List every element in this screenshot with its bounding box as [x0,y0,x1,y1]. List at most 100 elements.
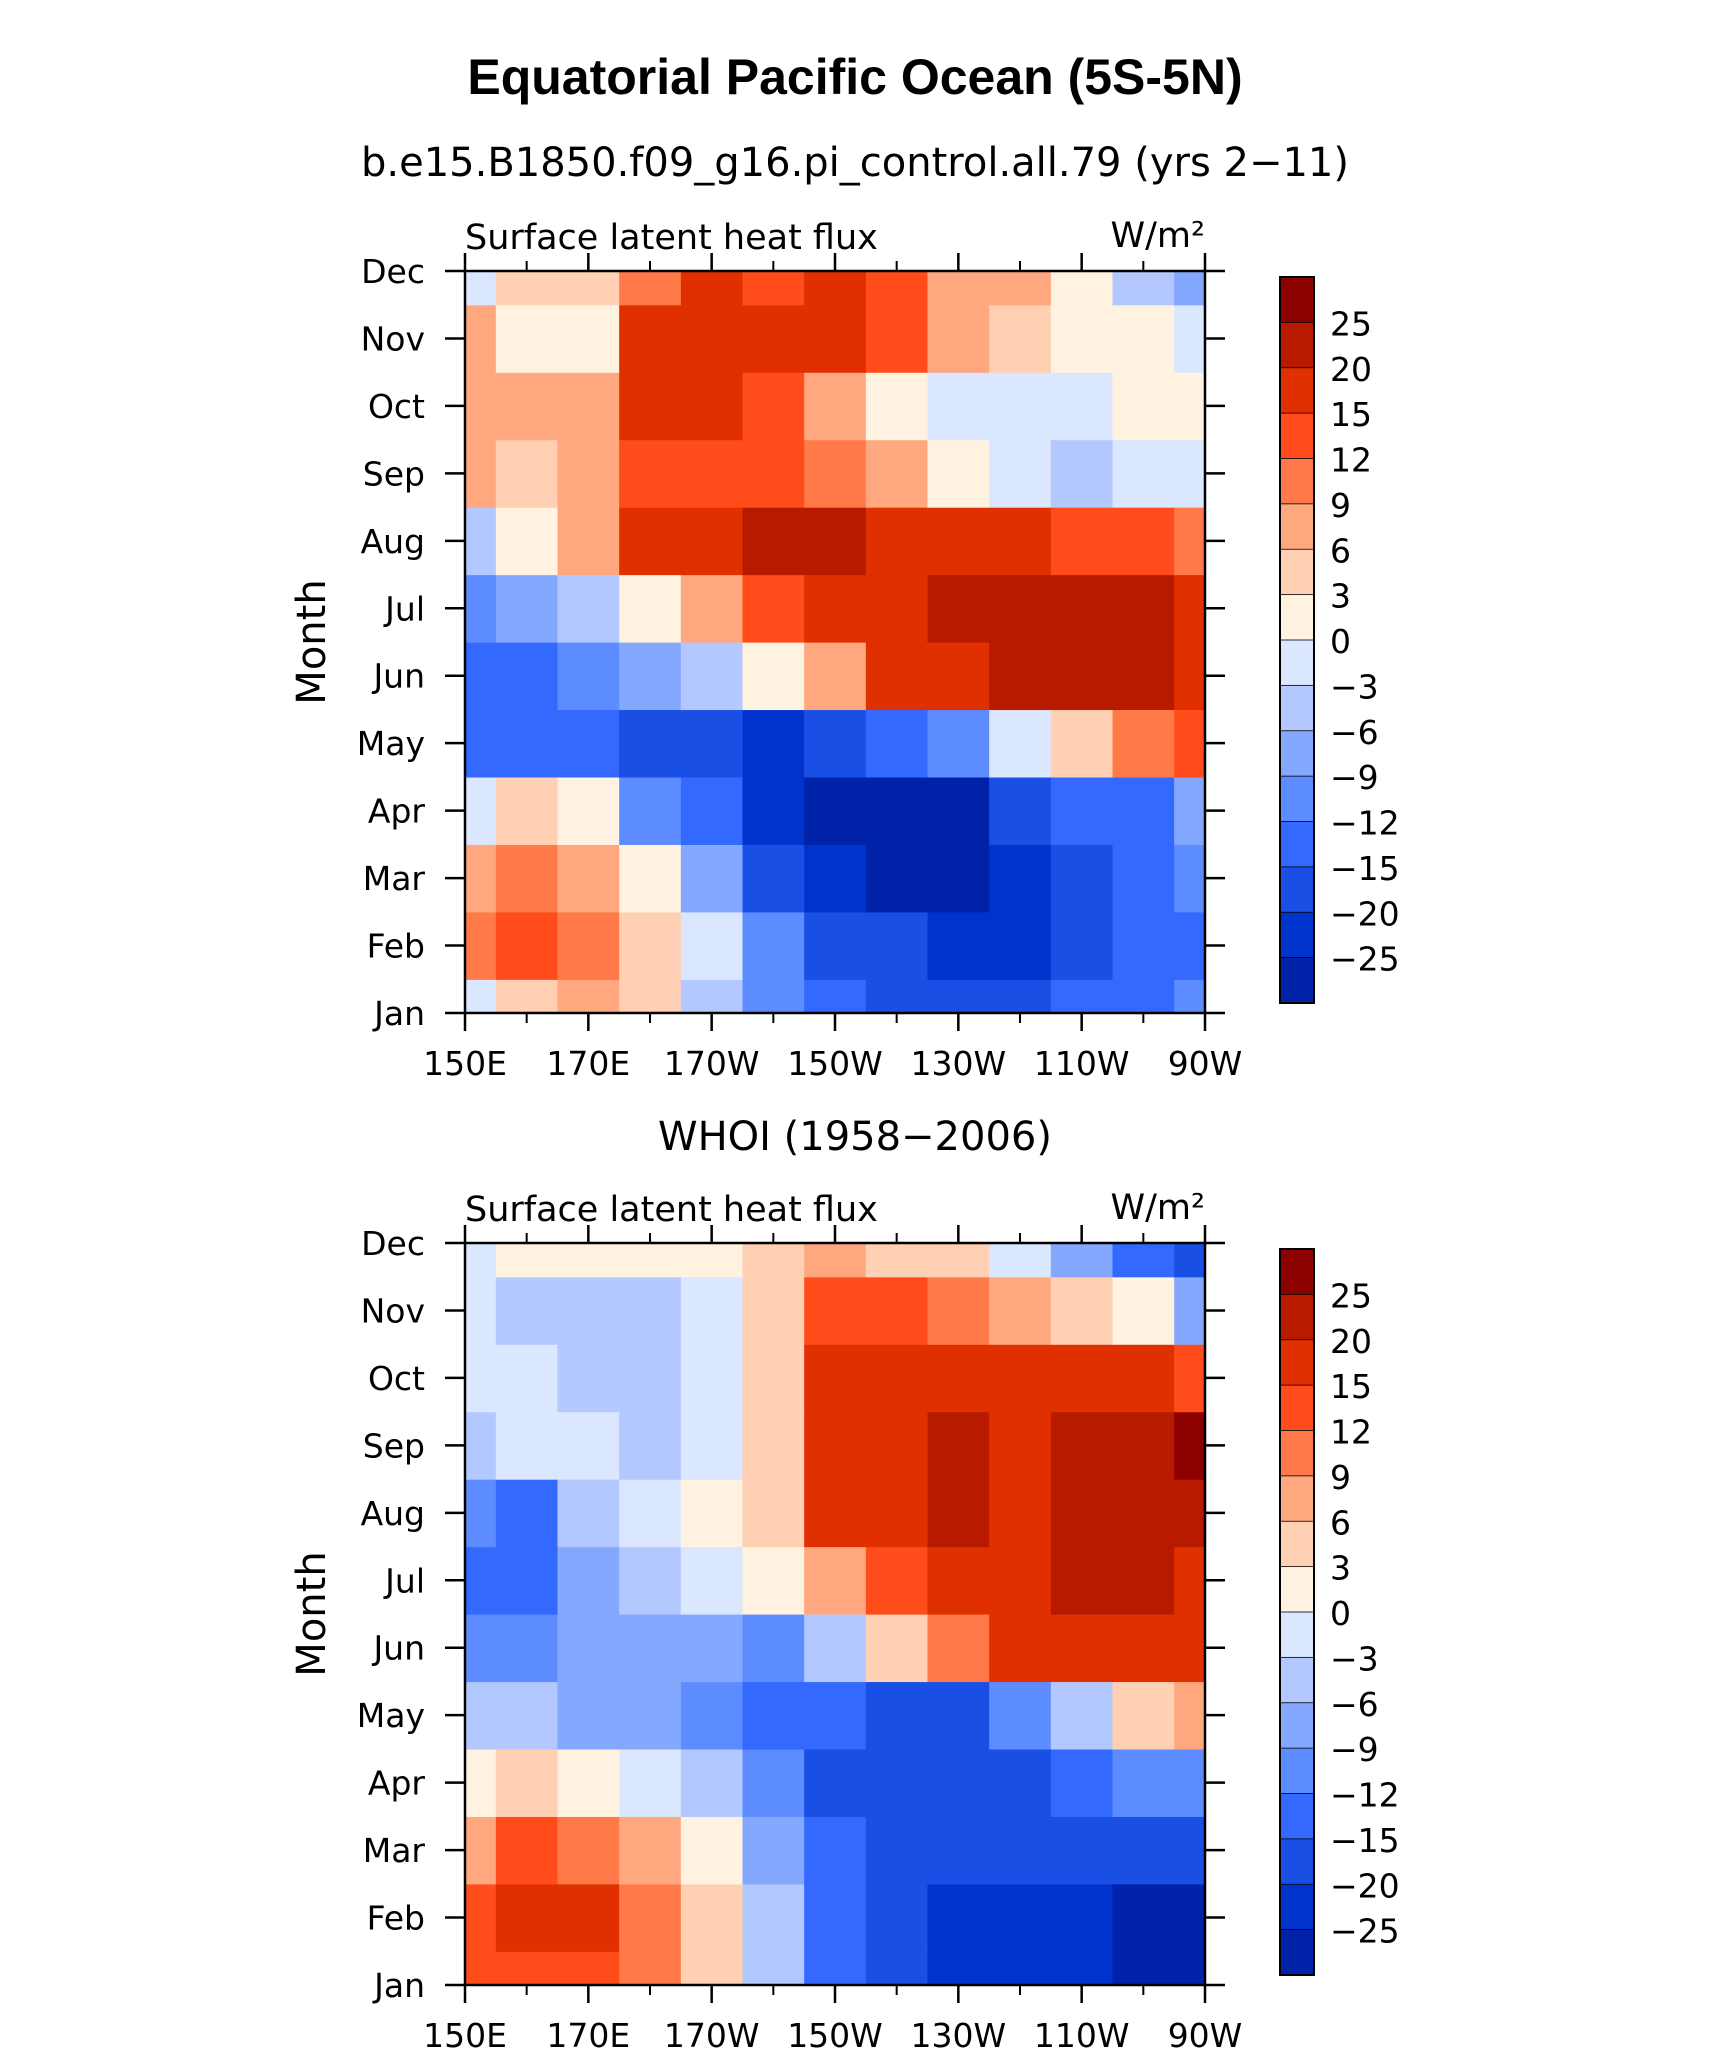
heatmap-cell [1050,1748,1114,1817]
heatmap-cell [927,979,990,1014]
panel-title: b.e15.B1850.f09_g16.pi_control.all.79 (y… [361,140,1349,186]
heatmap-cell [804,1816,867,1885]
heatmap-cell [1050,574,1114,643]
y-tick-label: Dec [361,252,425,291]
colorbar-label: −9 [1330,758,1379,797]
y-tick-label: May [357,724,425,763]
colorbar-label: 25 [1330,304,1372,343]
heatmap-cell [989,1411,1052,1480]
heatmap-cell [865,1243,929,1278]
heatmap-cell [619,1546,682,1615]
heatmap-cell [804,507,867,576]
heatmap-cell [804,776,867,845]
y-tick-label: Apr [368,792,426,831]
heatmap-cell [465,304,497,373]
heatmap-cell [619,507,682,576]
heatmap-cell [1112,776,1175,845]
heatmap-cell [619,1951,682,1986]
heatmap-cell [989,1243,1052,1278]
heatmap-cell [1174,1951,1206,1986]
colorbar-box [1279,1702,1315,1750]
heatmap-cell [557,1243,620,1278]
heatmap-cell [927,507,990,576]
heatmap-cell [865,709,929,778]
heatmap-cell [619,1748,682,1817]
heatmap-cell [1174,1546,1206,1615]
colorbar-label: −6 [1330,713,1379,752]
colorbar-box [1279,1566,1315,1613]
heatmap-cell [742,642,805,711]
heatmap-cell [1050,1951,1114,1986]
y-tick-label: Jul [383,589,425,628]
heatmap-cell [865,1614,929,1683]
heatmap-cell [989,642,1052,711]
heatmap-cell [495,1479,559,1548]
colorbar-box [1279,1656,1315,1704]
panel-1: b.e15.B1850.f09_g16.pi_control.all.79 (y… [289,140,1400,1083]
heatmap-cell [1050,1411,1114,1480]
heatmap-cell [1112,1748,1175,1817]
colorbar-box [1279,1611,1315,1659]
heatmap-cell [465,911,497,980]
heatmap-cell [557,642,620,711]
heatmap-cell [1112,1816,1175,1885]
y-tick-label: Oct [368,1359,425,1398]
heatmap-cell [495,1614,559,1683]
x-tick-label: 170E [546,2016,630,2055]
heatmap-cell [1050,911,1114,980]
heatmap-cell [927,776,990,845]
colorbar-box [1279,1293,1315,1341]
heatmap-cell [557,507,620,576]
heatmap-cell [804,1681,867,1750]
heatmap-cell [1174,979,1206,1014]
heatmap-cell [804,304,867,373]
y-tick-label: Jun [371,657,425,696]
heatmap-cell [1112,844,1175,913]
colorbar-label: 3 [1330,1549,1351,1588]
colorbar-box [1279,684,1315,732]
heatmap-cell [680,1276,744,1345]
heatmap-cell [989,1816,1052,1885]
heatmap-cell [989,372,1052,441]
heatmap-cell [1112,1243,1175,1278]
heatmap-cell [680,1748,744,1817]
heatmap-cell [1050,709,1114,778]
heatmap-cell [1112,979,1175,1014]
heatmap-cell [465,507,497,576]
heatmap-cell [804,271,867,306]
heatmap-cell [680,304,744,373]
heatmap-cell [495,1883,559,1952]
heatmap-cell [927,574,990,643]
heatmap-cell [927,271,990,306]
heatmap-cell [865,1276,929,1345]
heatmap-cell [557,709,620,778]
heatmap-cell [1174,1344,1206,1413]
heatmap-cell [927,372,990,441]
heatmap-cell [465,1681,497,1750]
heatmap-cell [1050,1344,1114,1413]
y-tick-label: Sep [363,454,425,493]
heatmap-cell [557,439,620,508]
heatmap-cell [680,642,744,711]
heatmap-cell [465,271,497,306]
heatmap-cell [1112,1479,1175,1548]
colorbar-label: −3 [1330,667,1379,706]
heatmap-cell [680,574,744,643]
heatmap-cell [619,776,682,845]
variable-label: Surface latent heat flux [465,1190,878,1230]
heatmap-cell [619,709,682,778]
heatmap-cell [1112,574,1175,643]
heatmap-cell [1050,271,1114,306]
heatmap-cell [1174,1243,1206,1278]
heatmap-cell [989,1479,1052,1548]
heatmap-cell [619,304,682,373]
heatmap-cell [465,844,497,913]
heatmap-cell [927,642,990,711]
x-tick-label: 90W [1168,1044,1243,1083]
heatmap-cell [619,1883,682,1952]
heatmap-cell [927,439,990,508]
heatmap-cell [557,1479,620,1548]
heatmap-cell [865,304,929,373]
x-tick-label: 150W [787,1044,883,1083]
heatmap-cell [865,271,929,306]
